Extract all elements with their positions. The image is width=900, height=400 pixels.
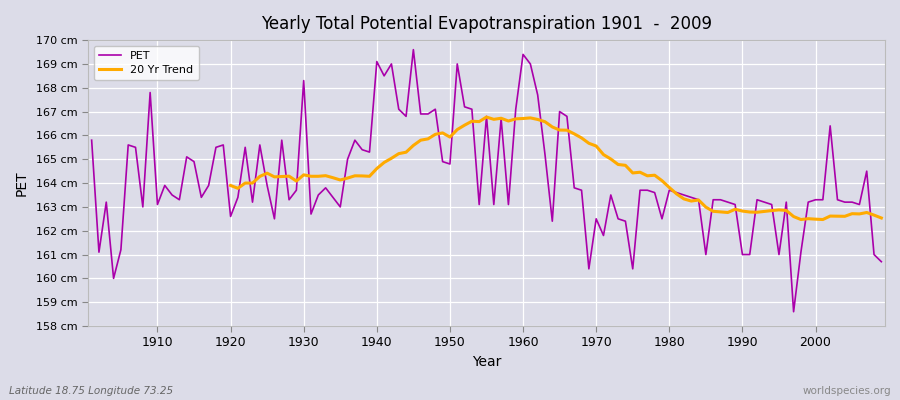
Legend: PET, 20 Yr Trend: PET, 20 Yr Trend bbox=[94, 46, 199, 80]
PET bbox=[788, 309, 799, 314]
20 Yr Trend bbox=[774, 208, 785, 212]
PET bbox=[145, 90, 156, 95]
PET bbox=[518, 52, 528, 57]
PET bbox=[349, 138, 360, 142]
20 Yr Trend bbox=[861, 210, 872, 215]
20 Yr Trend bbox=[686, 199, 697, 204]
20 Yr Trend bbox=[225, 183, 236, 188]
Title: Yearly Total Potential Evapotranspiration 1901  -  2009: Yearly Total Potential Evapotranspiratio… bbox=[261, 15, 712, 33]
Line: 20 Yr Trend: 20 Yr Trend bbox=[230, 117, 881, 220]
20 Yr Trend bbox=[313, 174, 324, 179]
X-axis label: Year: Year bbox=[472, 355, 501, 369]
20 Yr Trend bbox=[423, 136, 434, 141]
20 Yr Trend bbox=[788, 214, 799, 219]
20 Yr Trend bbox=[482, 115, 492, 120]
PET bbox=[613, 216, 624, 221]
Line: PET: PET bbox=[92, 50, 881, 312]
PET bbox=[525, 62, 535, 66]
PET bbox=[306, 212, 317, 216]
20 Yr Trend bbox=[876, 216, 886, 220]
Text: worldspecies.org: worldspecies.org bbox=[803, 386, 891, 396]
Y-axis label: PET: PET bbox=[15, 170, 29, 196]
PET bbox=[408, 47, 418, 52]
20 Yr Trend bbox=[817, 217, 828, 222]
PET bbox=[876, 259, 886, 264]
PET bbox=[86, 138, 97, 142]
Text: Latitude 18.75 Longitude 73.25: Latitude 18.75 Longitude 73.25 bbox=[9, 386, 173, 396]
